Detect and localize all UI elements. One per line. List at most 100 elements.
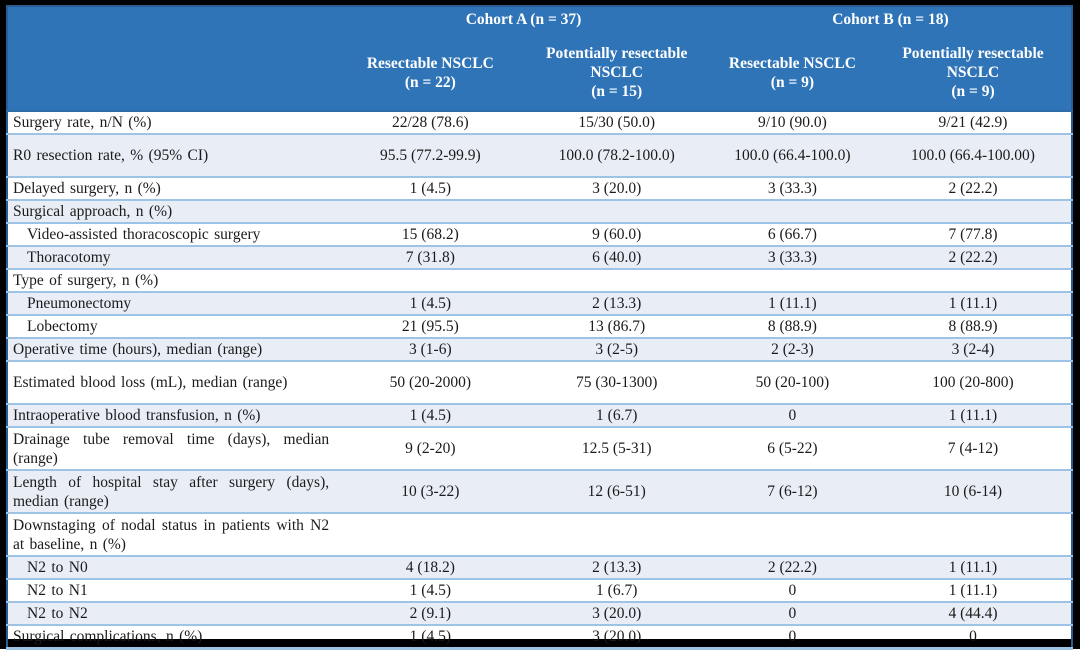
value-cell-cohort-b-potentially: 100.0 (66.4-100.00) — [874, 133, 1072, 177]
value-cell-cohort-a-resectable: 1 (4.5) — [337, 291, 524, 315]
column-header-name: Resectable NSCLC — [366, 54, 494, 72]
table-header: Cohort A (n = 37) Cohort B (n = 18) Rese… — [7, 6, 1072, 111]
column-header-n: (n = 22) — [404, 73, 456, 91]
value-cell-cohort-a-potentially: 3 (20.0) — [523, 176, 710, 200]
surgical-outcomes-table: Cohort A (n = 37) Cohort B (n = 18) Rese… — [6, 5, 1073, 650]
value-cell-cohort-a-resectable: 1 (4.5) — [337, 403, 524, 427]
table-row: Length of hospital stay after surgery (d… — [7, 469, 1072, 513]
table-row: Downstaging of nodal status in patients … — [7, 512, 1072, 556]
value-cell-cohort-a-resectable: 4 (18.2) — [337, 555, 524, 579]
value-cell-cohort-b-potentially: 1 (11.1) — [874, 403, 1072, 427]
value-cell-cohort-a-resectable: 7 (31.8) — [337, 245, 524, 269]
cohort-a-header: Cohort A (n = 37) — [337, 6, 710, 35]
table-row: R0 resection rate, % (95% CI) 95.5 (77.2… — [7, 133, 1072, 177]
row-label: Video-assisted thoracoscopic surgery — [7, 222, 338, 246]
row-label: Pneumonectomy — [7, 291, 338, 315]
value-cell-cohort-b-resectable: 3 (33.3) — [709, 245, 875, 269]
value-cell-cohort-a-resectable: 1 (4.5) — [337, 578, 524, 602]
value-cell-cohort-a-resectable: 9 (2-20) — [337, 426, 524, 470]
outcomes-table-container: Cohort A (n = 37) Cohort B (n = 18) Rese… — [6, 5, 1073, 650]
table-row: Thoracotomy 7 (31.8) 6 (40.0) 3 (33.3) 2… — [7, 245, 1072, 269]
value-cell-cohort-a-resectable: 10 (3-22) — [337, 469, 524, 513]
value-cell-cohort-b-resectable: 8 (88.9) — [709, 314, 875, 338]
value-cell-cohort-a-potentially — [523, 199, 710, 223]
value-cell-cohort-b-resectable — [709, 199, 875, 223]
value-cell-cohort-b-resectable — [709, 512, 875, 556]
value-cell-cohort-a-resectable: 2 (9.1) — [337, 601, 524, 625]
value-cell-cohort-b-resectable — [709, 268, 875, 292]
value-cell-cohort-b-resectable: 50 (20-100) — [709, 360, 875, 404]
value-cell-cohort-b-resectable: 0 — [709, 601, 875, 625]
value-cell-cohort-a-resectable: 3 (1-6) — [337, 337, 524, 361]
row-label: Operative time (hours), median (range) — [7, 337, 338, 361]
column-header-name: Potentially resectable NSCLC — [546, 45, 688, 81]
value-cell-cohort-a-resectable — [337, 199, 524, 223]
table-row: N2 to N0 4 (18.2) 2 (13.3) 2 (22.2) 1 (1… — [7, 555, 1072, 579]
value-cell-cohort-a-resectable — [337, 268, 524, 292]
value-cell-cohort-b-resectable: 7 (6-12) — [709, 469, 875, 513]
value-cell-cohort-a-resectable — [337, 512, 524, 556]
value-cell-cohort-b-potentially: 8 (88.9) — [874, 314, 1072, 338]
value-cell-cohort-b-potentially: 4 (44.4) — [874, 601, 1072, 625]
value-cell-cohort-b-resectable: 3 (33.3) — [709, 176, 875, 200]
table-row: Operative time (hours), median (range) 3… — [7, 337, 1072, 361]
table-body: Surgery rate, n/N (%) 22/28 (78.6) 15/30… — [7, 110, 1072, 649]
value-cell-cohort-b-potentially: 2 (22.2) — [874, 245, 1072, 269]
header-blank-cell-2 — [7, 35, 338, 111]
value-cell-cohort-b-potentially — [874, 199, 1072, 223]
value-cell-cohort-b-resectable: 6 (5-22) — [709, 426, 875, 470]
row-label: Surgery rate, n/N (%) — [7, 110, 338, 134]
value-cell-cohort-a-potentially: 3 (20.0) — [523, 601, 710, 625]
column-header-potentially-resectable-b: Potentially resectable NSCLC (n = 9) — [874, 35, 1072, 111]
row-label: Delayed surgery, n (%) — [7, 176, 338, 200]
value-cell-cohort-b-potentially: 7 (4-12) — [874, 426, 1072, 470]
value-cell-cohort-b-resectable: 2 (2-3) — [709, 337, 875, 361]
column-header-resectable-b: Resectable NSCLC (n = 9) — [709, 35, 875, 111]
value-cell-cohort-a-potentially: 75 (30-1300) — [523, 360, 710, 404]
cohort-header-row: Cohort A (n = 37) Cohort B (n = 18) — [7, 6, 1072, 35]
table-row: Video-assisted thoracoscopic surgery 15 … — [7, 222, 1072, 246]
value-cell-cohort-b-resectable: 6 (66.7) — [709, 222, 875, 246]
value-cell-cohort-b-potentially: 9/21 (42.9) — [874, 110, 1072, 134]
table-row: Intraoperative blood transfusion, n (%) … — [7, 403, 1072, 427]
value-cell-cohort-b-potentially — [874, 268, 1072, 292]
value-cell-cohort-b-resectable: 1 (11.1) — [709, 291, 875, 315]
header-blank-cell — [7, 6, 338, 35]
value-cell-cohort-a-potentially: 3 (2-5) — [523, 337, 710, 361]
table-row: Surgical approach, n (%) — [7, 199, 1072, 223]
value-cell-cohort-b-potentially: 100 (20-800) — [874, 360, 1072, 404]
value-cell-cohort-a-potentially: 1 (6.7) — [523, 403, 710, 427]
table-row: Type of surgery, n (%) — [7, 268, 1072, 292]
table-row: N2 to N2 2 (9.1) 3 (20.0) 0 4 (44.4) — [7, 601, 1072, 625]
column-header-n: (n = 9) — [951, 83, 995, 100]
column-header-name: Resectable NSCLC — [728, 54, 856, 72]
value-cell-cohort-a-resectable: 1 (4.5) — [337, 624, 524, 649]
row-label: Downstaging of nodal status in patients … — [7, 512, 338, 556]
value-cell-cohort-a-resectable: 21 (95.5) — [337, 314, 524, 338]
value-cell-cohort-b-resectable: 2 (22.2) — [709, 555, 875, 579]
value-cell-cohort-b-potentially: 1 (11.1) — [874, 578, 1072, 602]
value-cell-cohort-b-potentially: 7 (77.8) — [874, 222, 1072, 246]
value-cell-cohort-a-resectable: 50 (20-2000) — [337, 360, 524, 404]
table-row: Surgery rate, n/N (%) 22/28 (78.6) 15/30… — [7, 110, 1072, 134]
row-label: Drainage tube removal time (days), media… — [7, 426, 338, 470]
column-header-potentially-resectable-a: Potentially resectable NSCLC (n = 15) — [523, 35, 710, 111]
row-label: Intraoperative blood transfusion, n (%) — [7, 403, 338, 427]
table-row: Delayed surgery, n (%) 1 (4.5) 3 (20.0) … — [7, 176, 1072, 200]
value-cell-cohort-a-potentially: 12.5 (5-31) — [523, 426, 710, 470]
table-row: Drainage tube removal time (days), media… — [7, 426, 1072, 470]
value-cell-cohort-a-potentially — [523, 268, 710, 292]
row-label: Length of hospital stay after surgery (d… — [7, 469, 338, 513]
row-label: N2 to N1 — [7, 578, 338, 602]
value-cell-cohort-a-resectable: 22/28 (78.6) — [337, 110, 524, 134]
value-cell-cohort-a-potentially: 1 (6.7) — [523, 578, 710, 602]
value-cell-cohort-b-resectable: 0 — [709, 403, 875, 427]
value-cell-cohort-a-resectable: 1 (4.5) — [337, 176, 524, 200]
value-cell-cohort-a-potentially: 3 (20.0) — [523, 624, 710, 649]
value-cell-cohort-b-potentially — [874, 512, 1072, 556]
value-cell-cohort-b-potentially: 3 (2-4) — [874, 337, 1072, 361]
value-cell-cohort-a-potentially: 15/30 (50.0) — [523, 110, 710, 134]
table-row: Pneumonectomy 1 (4.5) 2 (13.3) 1 (11.1) … — [7, 291, 1072, 315]
value-cell-cohort-b-resectable: 0 — [709, 578, 875, 602]
row-label: Surgical approach, n (%) — [7, 199, 338, 223]
